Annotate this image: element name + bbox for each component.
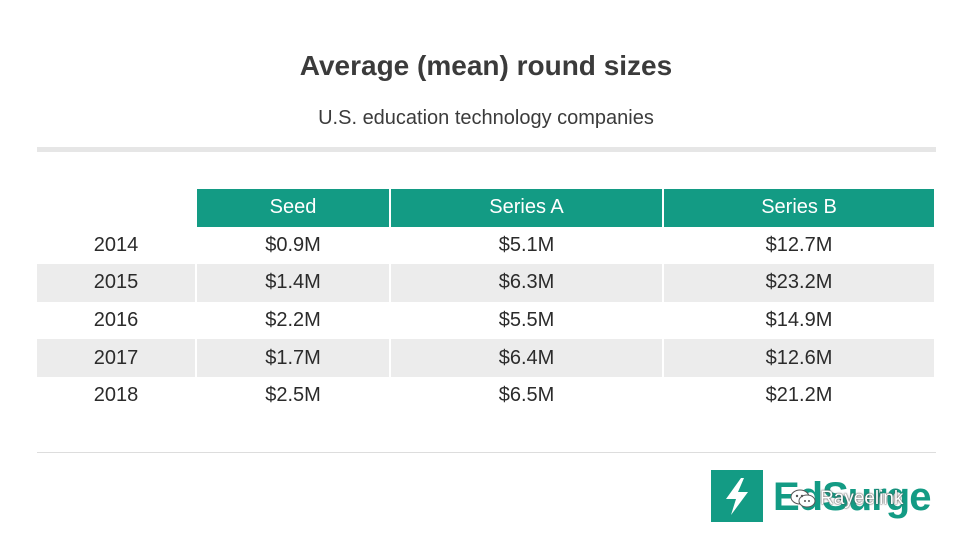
value-cell-seed: $2.2M <box>195 301 389 340</box>
value-cell-series-b: $14.9M <box>662 301 934 340</box>
table-row: 2018 $2.5M $6.5M $21.2M <box>37 376 934 415</box>
value-cell-series-b: $12.7M <box>662 226 934 265</box>
year-cell: 2018 <box>93 384 139 407</box>
column-header-seed: Seed <box>195 189 389 227</box>
header-corner <box>37 189 195 227</box>
column-header-series-a: Series A <box>389 189 662 227</box>
watermark: Rayeelink <box>790 488 903 510</box>
value-cell-seed: $2.5M <box>195 376 389 415</box>
table-row: 2016 $2.2M $5.5M $14.9M <box>37 301 934 340</box>
year-cell: 2015 <box>37 264 195 302</box>
chart-subtitle: U.S. education technology companies <box>318 107 654 129</box>
watermark-text: Rayeelink <box>820 488 904 509</box>
column-header-series-b: Series B <box>662 189 934 227</box>
value-cell-series-b: $21.2M <box>662 376 934 415</box>
value-cell-seed: $1.4M <box>195 264 389 302</box>
year-cell: 2016 <box>93 309 139 332</box>
value-cell-series-a: $5.5M <box>389 301 662 340</box>
table-row: 2015 $1.4M $6.3M $23.2M <box>37 264 934 302</box>
round-size-table: Seed Series A Series B 2014 $0.9M $5.1M … <box>37 189 934 415</box>
header-row: Seed Series A Series B <box>37 189 934 227</box>
lightning-bolt-icon <box>726 478 748 515</box>
year-cell: 2017 <box>37 339 195 377</box>
value-cell-seed: $1.7M <box>195 339 389 377</box>
value-cell-seed: $0.9M <box>195 226 389 265</box>
table-row: 2017 $1.7M $6.4M $12.6M <box>37 339 934 377</box>
value-cell-series-a: $5.1M <box>389 226 662 265</box>
value-cell-series-a: $6.5M <box>389 376 662 415</box>
edsurge-logo-mark <box>711 470 763 522</box>
top-divider <box>37 147 936 152</box>
value-cell-series-a: $6.4M <box>389 339 662 377</box>
value-cell-series-b: $12.6M <box>662 339 934 377</box>
table-row: 2014 $0.9M $5.1M $12.7M <box>37 226 934 265</box>
year-cell: 2014 <box>93 233 139 256</box>
bottom-divider <box>37 452 936 453</box>
chart-title: Average (mean) round sizes <box>299 50 673 81</box>
wechat-icon <box>790 489 816 508</box>
value-cell-series-a: $6.3M <box>389 264 662 302</box>
value-cell-series-b: $23.2M <box>662 264 934 302</box>
